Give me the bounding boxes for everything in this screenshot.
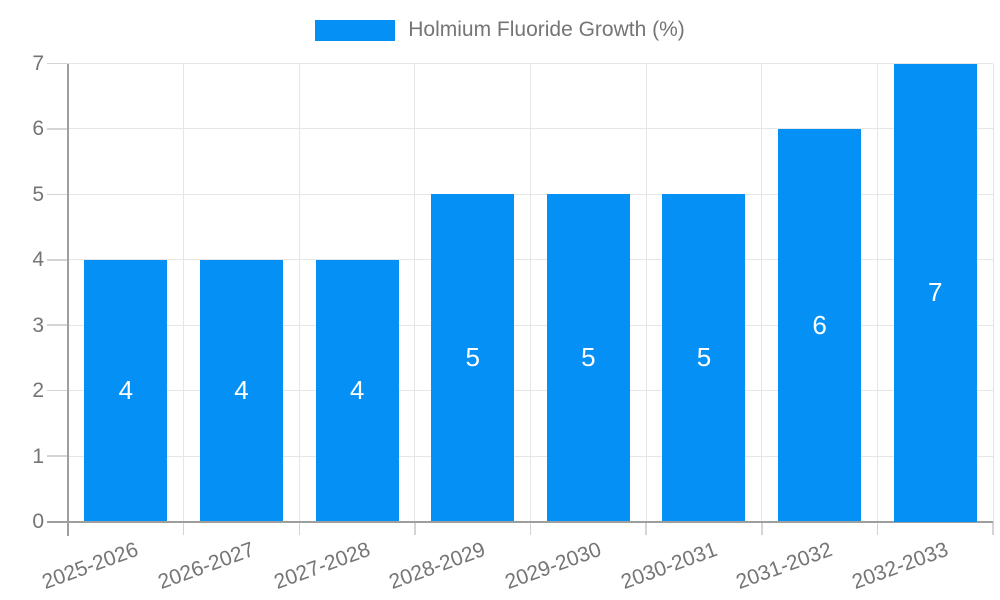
x-axis-tick (992, 521, 994, 535)
y-axis-tick-label: 6 (32, 117, 44, 141)
bar-value-label: 4 (349, 375, 365, 406)
bar-value-label: 5 (465, 342, 480, 373)
bar-2030-2031[interactable]: 5 (662, 194, 746, 522)
bar-2031-2032[interactable]: 6 (778, 128, 862, 522)
y-axis-tick-label: 2 (32, 379, 44, 403)
x-axis-category-label: 2032-2033 (848, 538, 952, 594)
bar-value-label: 6 (812, 309, 827, 340)
bar-2025-2026[interactable]: 4 (84, 259, 168, 522)
x-axis-tick (529, 521, 532, 535)
x-axis-tick (182, 521, 185, 535)
bar-value-label: 4 (118, 375, 134, 406)
y-axis-tick (47, 259, 68, 261)
y-axis-tick-label: 0 (32, 510, 44, 533)
y-axis-tick (47, 128, 68, 130)
y-axis-tick (47, 193, 68, 196)
legend-label: Holmium Fluoride Growth (%) (408, 18, 685, 41)
bar-2028-2029[interactable]: 5 (431, 194, 515, 522)
x-axis-tick (298, 521, 300, 535)
x-axis-tick (414, 521, 416, 535)
x-axis-tick (761, 521, 763, 535)
x-axis-category-label: 2026-2027 (155, 538, 258, 594)
v-gridline (530, 63, 531, 522)
y-axis-tick (47, 455, 68, 457)
y-axis-tick (47, 389, 68, 392)
x-axis-category-label: 2030-2031 (617, 538, 720, 594)
bar-2032-2033[interactable]: 7 (893, 63, 977, 522)
x-axis-category-label: 2031-2032 (733, 538, 836, 594)
y-axis-tick-label: 1 (32, 444, 44, 468)
v-gridline (414, 63, 416, 522)
v-gridline (761, 63, 763, 522)
legend[interactable]: Holmium Fluoride Growth (%) (0, 18, 1000, 42)
y-axis-tick-label: 3 (32, 313, 44, 337)
bar-value-label: 7 (927, 277, 943, 307)
y-axis-tick-label: 5 (32, 182, 44, 206)
y-axis-tick (47, 62, 68, 65)
bar-value-label: 4 (234, 375, 249, 406)
y-axis-tick-label: 4 (32, 248, 44, 272)
v-gridline (992, 63, 994, 522)
x-axis-category-label: 2027-2028 (270, 538, 373, 594)
x-axis-tick (645, 521, 647, 535)
y-axis-line (67, 63, 69, 536)
x-axis-category-label: 2028-2029 (386, 538, 489, 594)
bar-2027-2028[interactable]: 4 (315, 259, 399, 522)
v-gridline (298, 63, 300, 522)
y-axis-tick-label: 7 (32, 52, 44, 75)
x-axis-line (47, 520, 993, 523)
bar-value-label: 5 (581, 342, 596, 373)
x-axis-category-label: 2029-2030 (501, 538, 605, 594)
v-gridline (183, 63, 185, 522)
legend-swatch-icon (315, 19, 396, 41)
bar-2029-2030[interactable]: 5 (546, 194, 630, 522)
bar-value-label: 5 (696, 342, 712, 373)
bar-2026-2027[interactable]: 4 (199, 259, 283, 522)
y-axis-tick (47, 324, 68, 326)
x-axis-tick (876, 521, 879, 535)
x-axis-category-label: 2025-2026 (39, 538, 142, 594)
v-gridline (645, 63, 647, 522)
v-gridline (876, 63, 878, 522)
